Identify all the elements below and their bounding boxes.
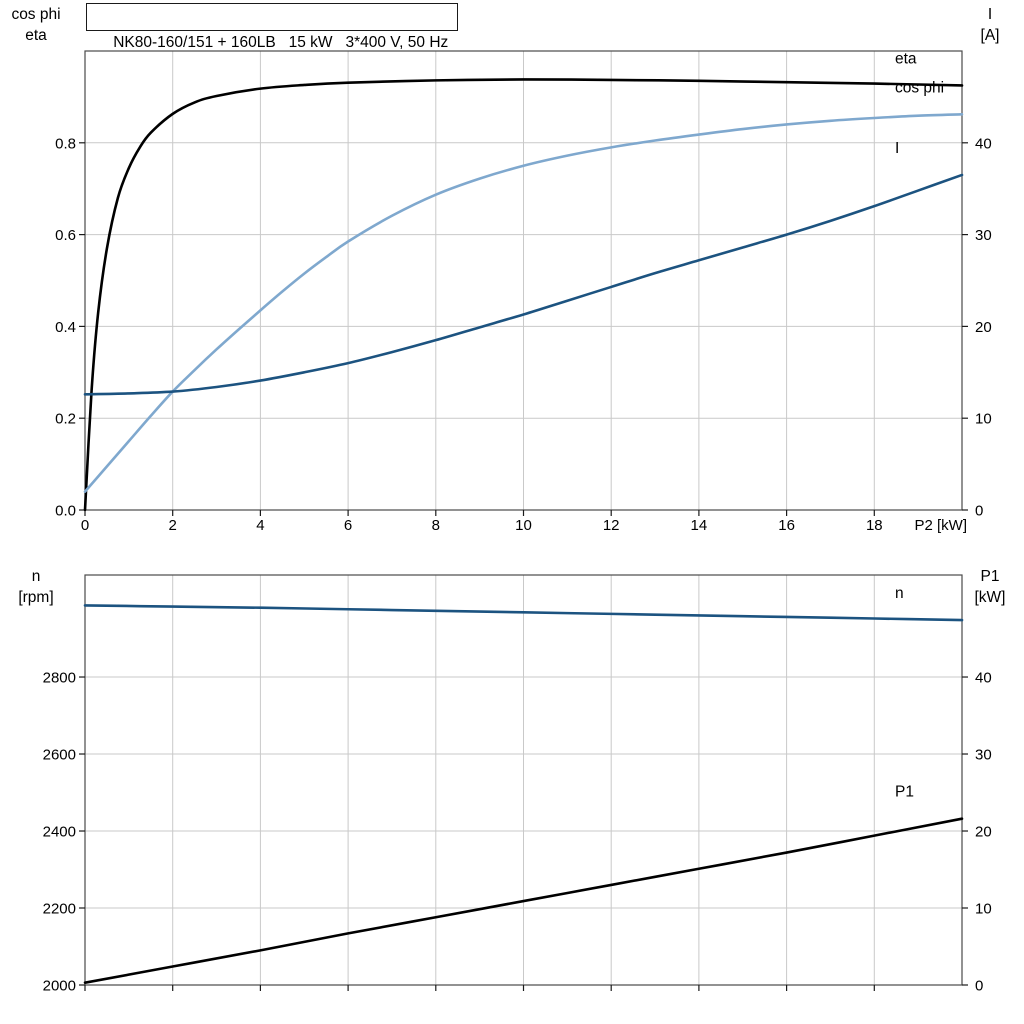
x-tick-label: 0 (81, 517, 89, 534)
x-tick-label: 10 (515, 517, 532, 534)
left-tick-label: 0.6 (55, 227, 76, 244)
bottom-right-axis-title-line2: [kW] (974, 589, 1006, 606)
right-tick-label: 40 (975, 670, 992, 687)
series-label-i: I (895, 140, 899, 157)
left-tick-label: 2200 (43, 901, 76, 918)
right-tick-label: 20 (975, 824, 992, 841)
x-tick-label: 12 (603, 517, 620, 534)
chart-panel-0: 0.0 0.2 0.4 0.6 0.8 0 10 20 30 40 0 2 4 6 8 10 12 14 16 18 P… (55, 50, 992, 534)
series-label-n: n (895, 585, 904, 602)
left-tick-label: 2600 (43, 747, 76, 764)
left-tick-label: 0.4 (55, 319, 76, 336)
series-label-eta: eta (895, 50, 917, 67)
bottom-left-axis-title-line2: [rpm] (18, 589, 54, 606)
x-tick-label: 8 (432, 517, 440, 534)
right-tick-label: 30 (975, 227, 992, 244)
top-left-axis-title-line1: cos phi (11, 6, 61, 23)
bottom-left-axis-title-line1: n (31, 568, 41, 585)
right-tick-label: 10 (975, 411, 992, 428)
x-tick-label: 6 (344, 517, 352, 534)
chart-title: NK80-160/151 + 160LB 15 kW 3*400 V, 50 H… (113, 34, 449, 51)
series-eta-curve (83, 78, 964, 512)
x-tick-label: 14 (691, 517, 708, 534)
series-label-p1: P1 (895, 784, 914, 801)
series-i-curve (83, 173, 964, 396)
right-tick-label: 30 (975, 747, 992, 764)
left-tick-label: 0.8 (55, 135, 76, 152)
chart-title-box: NK80-160/151 + 160LB 15 kW 3*400 V, 50 H… (86, 3, 459, 51)
right-tick-label: 0 (975, 978, 983, 995)
left-tick-label: 0.2 (55, 411, 76, 428)
top-right-axis-title: I [A] (962, 4, 1018, 46)
x-axis-label: P2 [kW] (914, 517, 967, 534)
bottom-right-axis-title: P1 [kW] (962, 566, 1018, 608)
x-tick-label: 4 (256, 517, 264, 534)
series-n-curve (83, 604, 964, 622)
top-left-axis-title: cos phi eta (0, 4, 72, 46)
left-tick-label: 2000 (43, 978, 76, 995)
series-cos-phi-curve (83, 113, 964, 493)
bottom-right-axis-title-line1: P1 (980, 568, 1000, 585)
series-label-cos-phi: cos phi (895, 79, 944, 96)
series-p1-curve (83, 817, 964, 984)
right-tick-label: 40 (975, 135, 992, 152)
bottom-left-axis-title: n [rpm] (0, 566, 72, 608)
right-tick-label: 20 (975, 319, 992, 336)
left-tick-label: 2800 (43, 670, 76, 687)
top-left-axis-title-line2: eta (25, 27, 47, 44)
right-tick-label: 0 (975, 503, 983, 520)
top-right-axis-title-line1: I (987, 6, 993, 23)
x-tick-label: 2 (169, 517, 177, 534)
left-tick-label: 2400 (43, 824, 76, 841)
chart-panel-1: 2000 2200 2400 2600 2800 0 10 20 30 40 n P1 (43, 574, 992, 995)
x-tick-label: 18 (866, 517, 883, 534)
top-right-axis-title-line2: [A] (980, 27, 1000, 44)
left-tick-label: 0.0 (55, 503, 76, 520)
x-tick-label: 16 (778, 517, 795, 534)
right-tick-label: 10 (975, 901, 992, 918)
